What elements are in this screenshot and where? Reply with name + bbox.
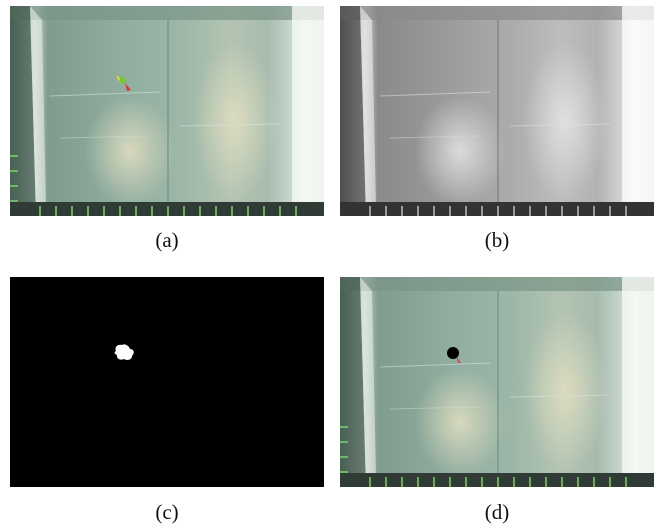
ruler-ticks-bottom	[369, 477, 627, 487]
tank-scene-grayscale	[340, 6, 654, 216]
tank-scene-color	[10, 6, 324, 216]
mask-blob	[114, 344, 134, 360]
panel-d-detection	[340, 277, 654, 487]
panel-a-color-frame	[10, 6, 324, 216]
binary-mask	[10, 277, 324, 487]
panel-b-grayscale-frame	[340, 6, 654, 216]
caption-a: (a)	[155, 228, 179, 252]
caption-c: (c)	[155, 500, 179, 524]
ruler-ticks-bottom	[39, 206, 297, 216]
caption-b: (b)	[484, 228, 510, 252]
tank-scene-detection	[340, 277, 654, 487]
fish	[116, 75, 131, 91]
panel-c-binary-mask	[10, 277, 324, 487]
detection-marker	[447, 347, 459, 359]
ruler-ticks-bottom	[369, 206, 627, 216]
ruler-ticks-left	[340, 426, 348, 473]
ruler-ticks-left	[10, 155, 18, 202]
caption-d: (d)	[484, 500, 510, 524]
